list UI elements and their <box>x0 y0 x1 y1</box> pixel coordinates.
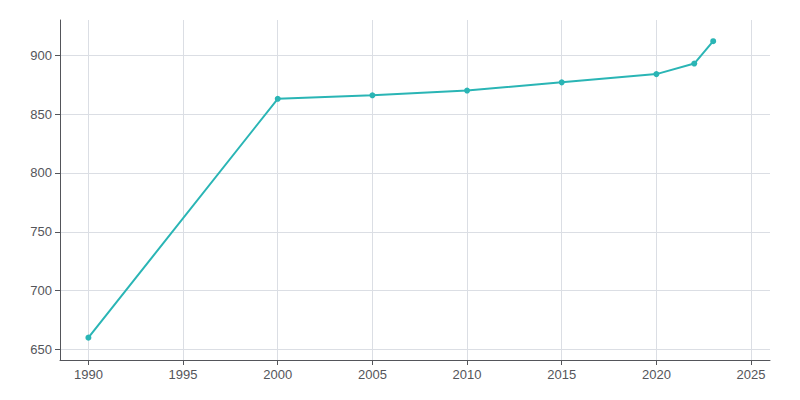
svg-text:900: 900 <box>30 48 52 63</box>
svg-text:650: 650 <box>30 342 52 357</box>
svg-text:850: 850 <box>30 107 52 122</box>
svg-text:1990: 1990 <box>74 367 103 382</box>
svg-text:2025: 2025 <box>737 367 766 382</box>
svg-text:1995: 1995 <box>169 367 198 382</box>
svg-text:2020: 2020 <box>642 367 671 382</box>
svg-text:700: 700 <box>30 283 52 298</box>
svg-text:2010: 2010 <box>453 367 482 382</box>
svg-text:750: 750 <box>30 224 52 239</box>
svg-text:2015: 2015 <box>547 367 576 382</box>
svg-text:800: 800 <box>30 165 52 180</box>
svg-text:2005: 2005 <box>358 367 387 382</box>
svg-text:2000: 2000 <box>263 367 292 382</box>
